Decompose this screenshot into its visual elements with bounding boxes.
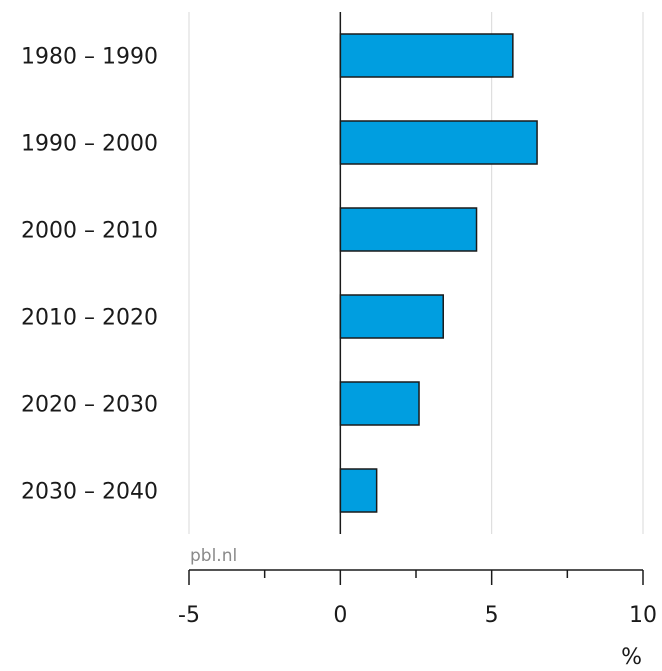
- category-label: 2010 – 2020: [21, 306, 158, 331]
- x-axis-unit-label: %: [621, 645, 642, 670]
- category-label: 1980 – 1990: [21, 45, 158, 70]
- x-tick-label: -5: [178, 603, 200, 628]
- bar: [339, 120, 538, 165]
- x-tick-label: 0: [333, 603, 347, 628]
- bar: [339, 33, 514, 78]
- x-axis: -5 0 5 10: [178, 569, 657, 628]
- gridlines: [188, 12, 644, 534]
- bar: [339, 294, 444, 339]
- category-label: 2020 – 2030: [21, 393, 158, 418]
- x-tick-label: 10: [629, 603, 657, 628]
- bar: [339, 468, 378, 513]
- source-label: pbl.nl: [190, 546, 237, 566]
- bar: [339, 207, 478, 252]
- x-tick-label: 5: [485, 603, 499, 628]
- bar: [339, 381, 420, 426]
- category-label: 2030 – 2040: [21, 480, 158, 505]
- bars: [339, 33, 538, 513]
- category-label: 2000 – 2010: [21, 219, 158, 244]
- category-label: 1990 – 2000: [21, 132, 158, 157]
- category-labels: 1980 – 1990 1990 – 2000 2000 – 2010 2010 – …: [21, 45, 158, 505]
